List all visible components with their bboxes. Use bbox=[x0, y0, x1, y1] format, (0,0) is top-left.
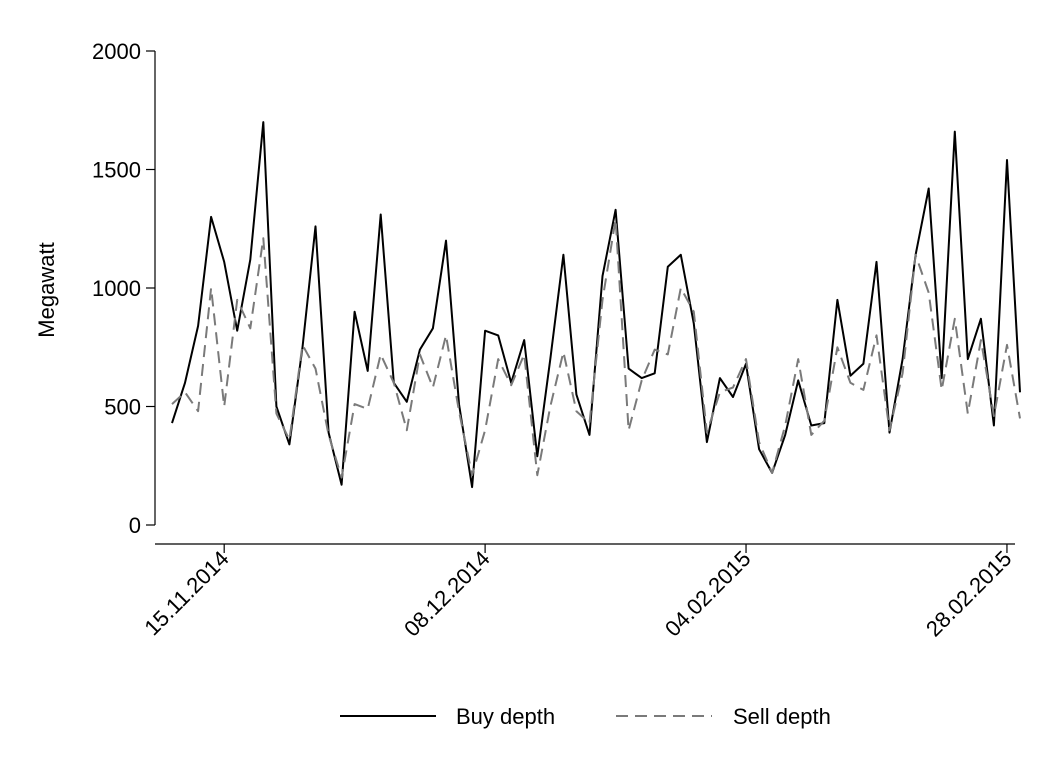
y-tick-label: 0 bbox=[129, 513, 141, 538]
series-line-sell-depth bbox=[171, 218, 1021, 479]
y-tick-label: 1000 bbox=[92, 276, 141, 301]
series-lines bbox=[171, 121, 1021, 489]
y-tick-label: 2000 bbox=[92, 39, 141, 64]
legend: Buy depth Sell depth bbox=[340, 704, 831, 729]
y-tick-label: 500 bbox=[104, 395, 141, 420]
legend-label: Buy depth bbox=[456, 704, 555, 729]
y-axis-title: Megawatt bbox=[34, 242, 59, 337]
y-tick-label: 1500 bbox=[92, 158, 141, 183]
legend-label: Sell depth bbox=[733, 704, 831, 729]
